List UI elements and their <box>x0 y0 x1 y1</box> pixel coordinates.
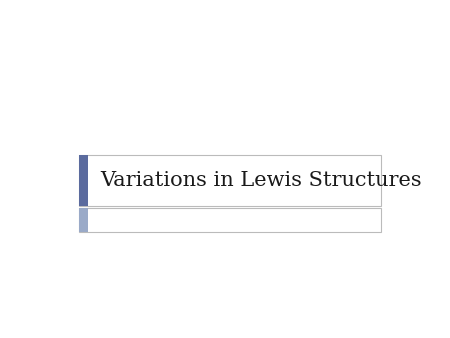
Text: Variations in Lewis Structures: Variations in Lewis Structures <box>100 171 422 190</box>
FancyBboxPatch shape <box>79 155 381 206</box>
FancyBboxPatch shape <box>79 209 88 232</box>
FancyBboxPatch shape <box>79 155 88 206</box>
FancyBboxPatch shape <box>79 209 381 232</box>
